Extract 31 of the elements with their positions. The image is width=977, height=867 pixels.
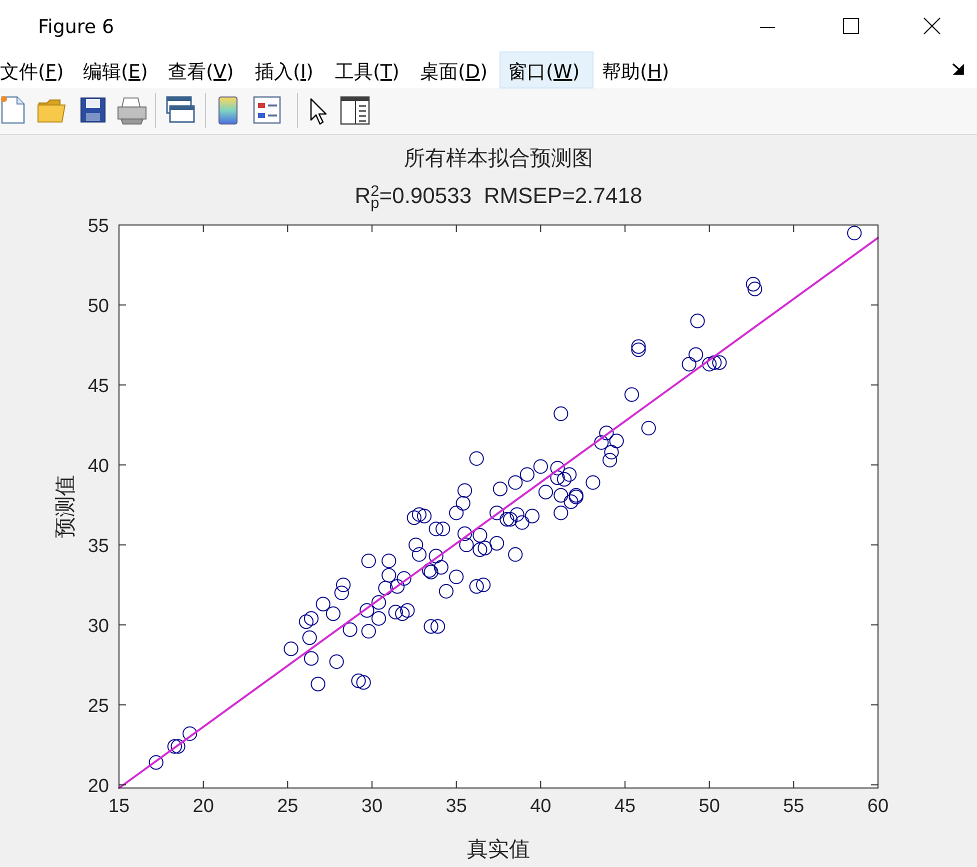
y-tick-label: 20 [88,776,109,797]
y-tick-label: 25 [88,696,109,717]
y-tick-label: 35 [88,536,109,557]
x-axis-title: 真实值 [467,837,530,861]
text: 编辑(E) [83,61,148,83]
text: 查看(V) [168,61,234,83]
text: 文件(F) [0,61,64,83]
y-tick-label: 40 [88,456,109,477]
x-tick-label: 30 [361,796,383,817]
x-tick-label: 15 [108,796,130,817]
y-axis-title: 预测值 [53,475,77,538]
chart-subtitle: R$_{p}$$^{2}$=0.90533 RMSEP=2.7418 [354,183,642,212]
text: 工具(T) [335,61,400,83]
chart-title: 所有样本拟合预测图 [404,146,593,170]
text: 帮助(H) [602,61,670,83]
x-tick-label: 45 [614,796,636,817]
x-tick-label: 50 [698,796,720,817]
text: 插入(I) [255,61,314,83]
caption: Figure 6 [38,16,114,38]
x-tick-label: 25 [277,796,298,817]
text: 桌面(D) [420,61,488,83]
y-tick-label: 45 [88,376,109,397]
x-tick-label: 20 [192,796,214,817]
x-tick-label: 55 [783,796,804,817]
y-tick-label: 50 [88,296,109,317]
x-tick-label: 40 [530,796,552,817]
y-tick-label: 30 [88,616,109,637]
x-tick-label: 60 [867,796,889,817]
y-tick-label: 55 [88,216,109,237]
x-tick-label: 35 [446,796,467,817]
text: 窗口(W) [508,61,580,83]
